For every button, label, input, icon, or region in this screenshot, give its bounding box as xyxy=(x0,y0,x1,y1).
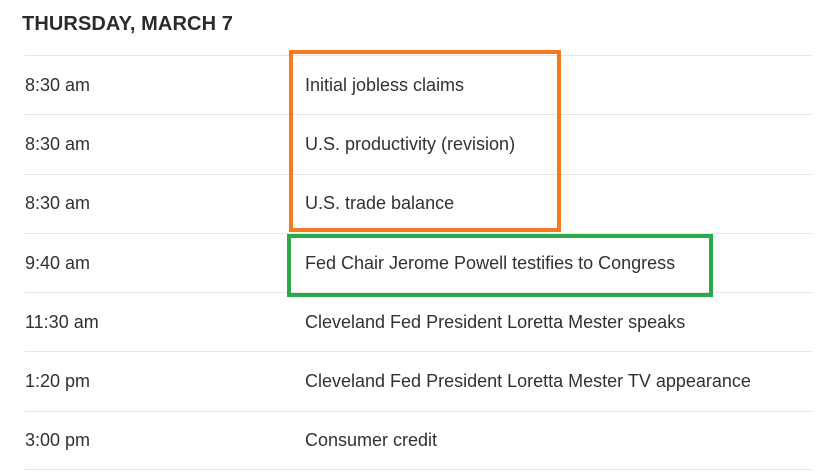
table-row: 1:20 pm Cleveland Fed President Loretta … xyxy=(25,351,812,410)
event-time: 9:40 am xyxy=(25,252,91,273)
event-time: 8:30 am xyxy=(25,133,91,154)
event-time: 1:20 pm xyxy=(25,371,91,392)
event-time: 11:30 am xyxy=(25,311,99,332)
table-row: 8:30 am U.S. trade balance xyxy=(25,173,812,233)
table-row: 8:30 am Initial jobless claims xyxy=(25,55,812,114)
event-title: U.S. productivity (revision) xyxy=(305,133,516,154)
event-title: U.S. trade balance xyxy=(305,193,455,214)
event-title: Fed Chair Jerome Powell testifies to Con… xyxy=(305,252,676,273)
event-title: Cleveland Fed President Loretta Mester T… xyxy=(305,371,751,392)
event-time: 8:30 am xyxy=(25,193,91,214)
event-title: Cleveland Fed President Loretta Mester s… xyxy=(305,311,686,332)
table-row: 9:40 am Fed Chair Jerome Powell testifie… xyxy=(25,232,812,292)
schedule-table: 8:30 am Initial jobless claims 8:30 am U… xyxy=(25,55,812,471)
table-row: 8:30 am U.S. productivity (revision) xyxy=(25,114,812,173)
table-row: 11:30 am Cleveland Fed President Loretta… xyxy=(25,292,812,351)
event-title: Initial jobless claims xyxy=(305,74,465,95)
page-title: THURSDAY, MARCH 7 xyxy=(22,13,233,35)
event-time: 8:30 am xyxy=(25,74,91,95)
event-title: Consumer credit xyxy=(305,429,438,450)
event-time: 3:00 pm xyxy=(25,429,91,450)
table-row: 3:00 pm Consumer credit xyxy=(25,410,812,471)
